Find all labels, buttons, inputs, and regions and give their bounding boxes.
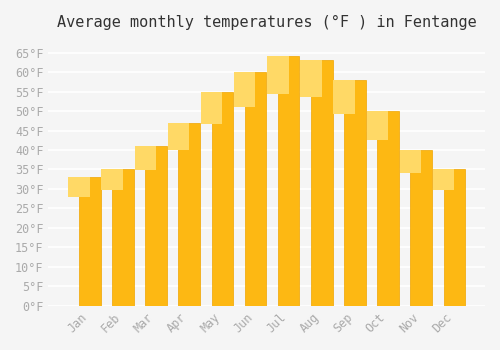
Bar — [244, 72, 266, 306]
Bar — [366, 111, 388, 140]
Bar — [400, 150, 421, 173]
Bar — [300, 61, 322, 97]
Bar — [201, 92, 222, 124]
Bar — [178, 123, 200, 306]
Bar — [344, 80, 366, 306]
Bar — [79, 177, 100, 306]
Bar — [68, 177, 90, 197]
Title: Average monthly temperatures (°F ) in Fentange: Average monthly temperatures (°F ) in Fe… — [57, 15, 476, 30]
Bar — [234, 72, 256, 107]
Bar — [278, 56, 299, 306]
Bar — [267, 56, 288, 94]
Bar — [410, 150, 432, 306]
Bar — [112, 169, 134, 306]
Bar — [433, 169, 454, 190]
Bar — [168, 123, 189, 150]
Bar — [444, 169, 465, 306]
Bar — [146, 146, 167, 306]
Bar — [378, 111, 399, 306]
Bar — [311, 61, 332, 306]
Bar — [134, 146, 156, 170]
Bar — [212, 92, 233, 306]
Bar — [334, 80, 355, 114]
Bar — [102, 169, 123, 190]
